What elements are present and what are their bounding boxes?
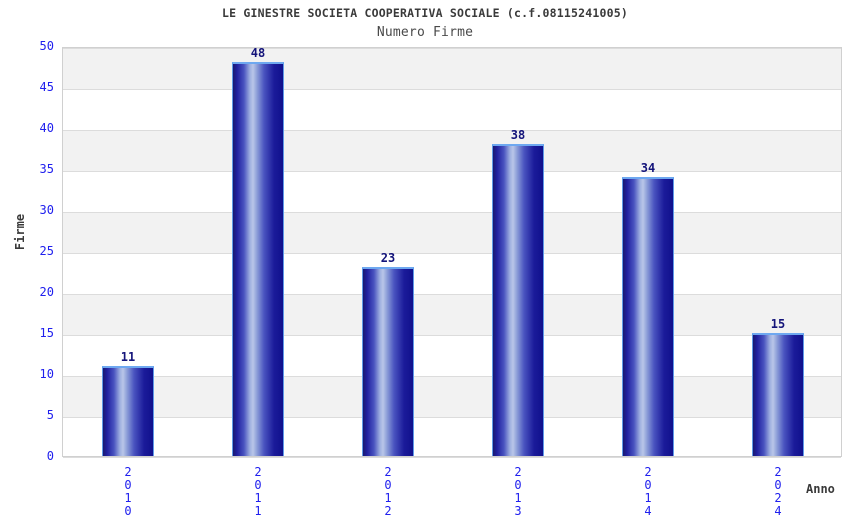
y-tick-label: 5: [46, 408, 54, 422]
x-tick-label: 2010: [121, 465, 135, 517]
bar[interactable]: [492, 144, 544, 456]
gridline: [63, 376, 841, 377]
bar[interactable]: [232, 62, 284, 456]
bar[interactable]: [362, 267, 414, 456]
gridline: [63, 89, 841, 90]
y-tick-label: 50: [39, 39, 54, 53]
y-tick-label: 45: [39, 80, 54, 94]
bar-value-label: 48: [250, 46, 266, 61]
x-axis-title: Anno: [806, 482, 835, 496]
y-tick-label: 30: [39, 203, 54, 217]
x-tick-label: 2012: [381, 465, 395, 517]
bar-chart: LE GINESTRE SOCIETA COOPERATIVA SOCIALE …: [0, 6, 842, 517]
bar-value-label: 11: [120, 349, 136, 364]
gridline: [63, 294, 841, 295]
y-tick-label: 10: [39, 367, 54, 381]
gridline: [63, 335, 841, 336]
gridline: [63, 253, 841, 254]
y-tick-label: 15: [39, 326, 54, 340]
bar-value-label: 23: [380, 251, 396, 266]
x-tick-label: 2011: [251, 465, 265, 517]
gridline: [63, 457, 841, 458]
chart-title: LE GINESTRE SOCIETA COOPERATIVA SOCIALE …: [221, 6, 629, 20]
y-tick-label: 0: [46, 449, 54, 463]
background-band: [63, 130, 841, 171]
chart-subtitle: Numero Firme: [376, 25, 474, 40]
bar-value-label: 15: [770, 317, 786, 331]
y-axis-tick-labels: 50 45 40 35 30 25 20 15 10 5 0: [0, 39, 54, 463]
x-tick-label: 2014: [641, 465, 655, 517]
gridline: [63, 130, 841, 131]
gridline: [63, 171, 841, 172]
background-band: [63, 376, 841, 417]
y-tick-label: 25: [39, 244, 54, 258]
bar[interactable]: [622, 177, 674, 456]
x-tick-label: 2024: [771, 465, 785, 517]
bar[interactable]: [102, 365, 154, 456]
y-tick-label: 35: [39, 162, 54, 176]
bar-value-label: 38: [510, 128, 526, 143]
background-band: [63, 294, 841, 335]
y-tick-label: 20: [39, 285, 54, 299]
plot-area: 11 48 23 38 34 15: [62, 46, 842, 458]
background-band: [63, 212, 841, 253]
gridline: [63, 417, 841, 418]
x-tick-label: 2013: [511, 465, 525, 517]
bar-value-label: 34: [640, 161, 656, 176]
y-tick-label: 40: [39, 121, 54, 135]
background-band: [63, 48, 841, 89]
gridline: [63, 48, 841, 49]
gridline: [63, 212, 841, 213]
bar[interactable]: [752, 333, 804, 456]
